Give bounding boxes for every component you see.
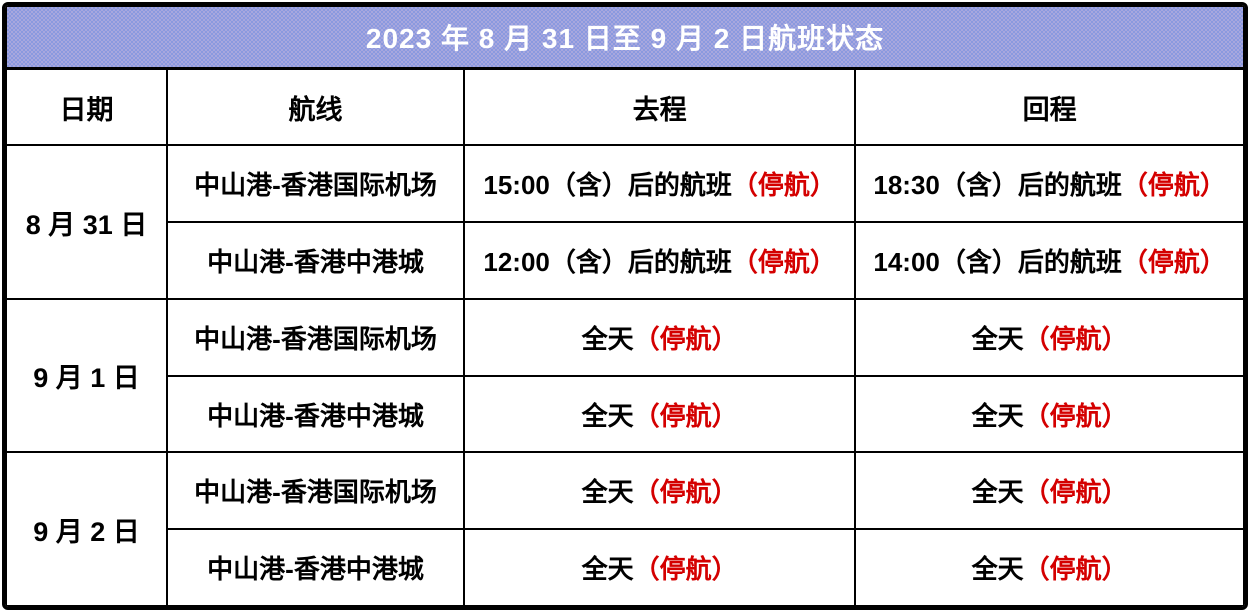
suspended-label: （停航） [633, 400, 738, 431]
outbound-text: 全天 [581, 477, 634, 508]
outbound-cell: 全天（停航） [463, 528, 857, 607]
route-cell: 中山港-香港国际机场 [165, 144, 466, 224]
suspended-label: （停航） [633, 554, 738, 585]
column-header-return: 回程 [854, 67, 1245, 147]
flight-status-table: 2023 年 8 月 31 日至 9 月 2 日航班状态 日期 航线 去程 回程… [5, 5, 1245, 607]
outbound-cell: 12:00（含）后的航班（停航） [463, 221, 857, 300]
column-header-row: 日期 航线 去程 回程 [5, 67, 1245, 147]
column-header-date: 日期 [5, 67, 168, 147]
table-row: 中山港-香港中港城 全天（停航） 全天（停航） [6, 374, 1245, 454]
return-text: 全天 [971, 400, 1024, 431]
table-row: 9 月 2 日 中山港-香港国际机场 全天（停航） 全天（停航） [5, 451, 1245, 607]
outbound-text: 15:00（含）后的航班 [483, 170, 732, 201]
return-cell: 全天（停航） [854, 528, 1245, 607]
outbound-text: 12:00（含）后的航班 [483, 247, 732, 278]
return-text: 全天 [971, 477, 1024, 508]
route-cell: 中山港-香港国际机场 [165, 451, 466, 531]
suspended-label: （停航） [731, 170, 836, 201]
return-text: 全天 [971, 323, 1024, 354]
table-row: 9 月 1 日 中山港-香港国际机场 全天（停航） 全天（停航） [5, 297, 1245, 454]
date-cell: 9 月 2 日 [5, 451, 168, 607]
route-cell: 中山港-香港中港城 [165, 528, 466, 607]
outbound-cell: 15:00（含）后的航班（停航） [463, 144, 857, 224]
return-text: 全天 [971, 554, 1024, 585]
suspended-label: （停航） [1121, 247, 1226, 278]
return-cell: 全天（停航） [854, 297, 1245, 377]
page-title: 2023 年 8 月 31 日至 9 月 2 日航班状态 [5, 5, 1245, 71]
suspended-label: （停航） [1023, 554, 1128, 585]
route-cell: 中山港-香港中港城 [165, 221, 466, 300]
suspended-label: （停航） [1023, 477, 1128, 508]
date-cell: 8 月 31 日 [5, 144, 168, 300]
title-row: 2023 年 8 月 31 日至 9 月 2 日航班状态 [5, 5, 1245, 71]
column-header-route: 航线 [165, 67, 466, 147]
table-row: 中山港-香港中港城 全天（停航） 全天（停航） [6, 528, 1245, 607]
suspended-label: （停航） [633, 323, 738, 354]
outbound-text: 全天 [581, 323, 634, 354]
outbound-text: 全天 [581, 554, 634, 585]
route-cell: 中山港-香港中港城 [165, 374, 466, 454]
column-header-outbound: 去程 [463, 67, 857, 147]
date-cell: 9 月 1 日 [5, 297, 168, 454]
suspended-label: （停航） [1023, 400, 1128, 431]
return-text: 14:00（含）后的航班 [873, 247, 1122, 278]
table-row: 8 月 31 日 中山港-香港国际机场 15:00（含）后的航班（停航） 18:… [5, 144, 1245, 300]
outbound-cell: 全天（停航） [463, 297, 857, 377]
return-cell: 14:00（含）后的航班（停航） [854, 221, 1245, 300]
route-cell: 中山港-香港国际机场 [165, 297, 466, 377]
outbound-cell: 全天（停航） [463, 374, 857, 454]
suspended-label: （停航） [1023, 323, 1128, 354]
return-cell: 全天（停航） [854, 374, 1245, 454]
suspended-label: （停航） [731, 247, 836, 278]
outbound-text: 全天 [581, 400, 634, 431]
return-cell: 全天（停航） [854, 451, 1245, 531]
suspended-label: （停航） [1121, 170, 1226, 201]
table-row: 中山港-香港中港城 12:00（含）后的航班（停航） 14:00（含）后的航班（… [6, 221, 1245, 300]
return-text: 18:30（含）后的航班 [873, 170, 1122, 201]
return-cell: 18:30（含）后的航班（停航） [854, 144, 1245, 224]
suspended-label: （停航） [633, 477, 738, 508]
outbound-cell: 全天（停航） [463, 451, 857, 531]
